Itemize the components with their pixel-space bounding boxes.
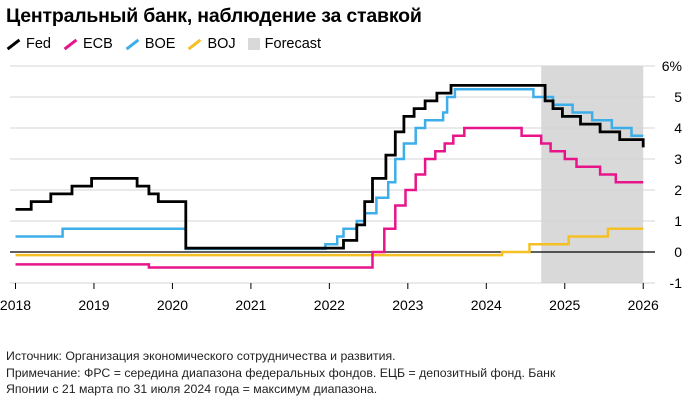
y-tick-label: 0: [674, 244, 682, 260]
x-tick-label: 2023: [392, 297, 423, 313]
x-tick-label: 2026: [628, 297, 659, 313]
legend-label: Fed: [26, 36, 51, 52]
note-line-2: Японии с 21 марта по 31 июля 2024 года =…: [6, 382, 378, 396]
series-line-boe: [15, 88, 644, 251]
y-tick-label: 4: [674, 120, 682, 136]
legend-item-forecast: Forecast: [247, 36, 322, 52]
x-tick-label: 2021: [235, 297, 266, 313]
legend-label: Forecast: [264, 36, 322, 52]
y-tick-label: 6%: [662, 58, 682, 74]
chart-area: 6% 5 4 3 2 1 0 -1 2018 2019 2020 2021 2022 2023 2024 20…: [0, 58, 683, 313]
legend-swatch-forecast: [247, 38, 260, 50]
y-tick-label: -1: [670, 275, 683, 291]
chart-title: Центральный банк, наблюдение за ставкой: [6, 5, 422, 27]
legend-label: BOE: [144, 36, 176, 52]
note-line-1: Примечание: ФРС = середина диапазона фед…: [6, 365, 556, 380]
y-tick-label: 1: [674, 213, 682, 229]
legend-item-fed: Fed: [6, 36, 51, 52]
x-tick-label: 2024: [471, 297, 502, 313]
legend-item-boe: BOE: [125, 36, 176, 52]
series-line-fed: [15, 84, 645, 250]
y-tick-label: 3: [674, 151, 682, 167]
legend: Fed ECB BOE BOJ Forecast: [6, 34, 333, 54]
x-tick-label: 2019: [78, 297, 109, 313]
chart-footer: Источник: Организация экономического сот…: [6, 348, 688, 398]
legend-item-boj: BOJ: [187, 36, 236, 52]
legend-item-ecb: ECB: [63, 36, 113, 52]
y-tick-label: 2: [674, 182, 682, 198]
y-tick-label: 5: [674, 89, 682, 105]
x-tick-label: 2025: [549, 297, 580, 313]
forecast-region: [541, 66, 644, 283]
legend-label: ECB: [83, 36, 113, 52]
source-note: Источник: Организация экономического сот…: [6, 349, 396, 363]
series-line-ecb: [15, 126, 644, 269]
legend-label: BOJ: [207, 36, 236, 52]
x-tick-label: 2020: [157, 297, 188, 313]
x-tick-label: 2018: [0, 297, 31, 313]
series-line-boj: [15, 227, 644, 257]
x-tick-label: 2022: [314, 297, 345, 313]
